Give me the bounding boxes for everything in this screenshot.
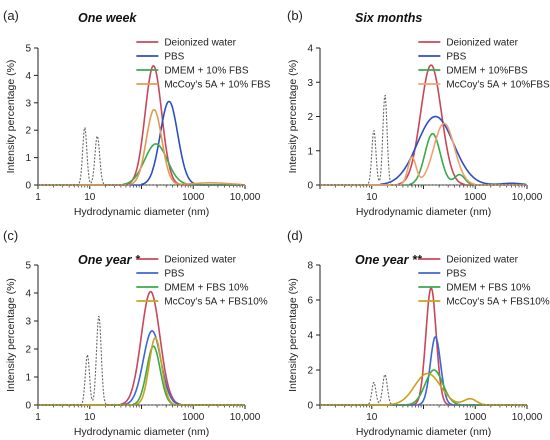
x-axis-title: Hydrodynamic diameter (nm) bbox=[74, 206, 209, 218]
y-axis-title: Intensity percentage (%) bbox=[5, 60, 17, 174]
legend-label: Deionized water bbox=[446, 38, 518, 49]
x-tick-label: 1 bbox=[35, 192, 41, 203]
y-tick-label: 6 bbox=[307, 296, 313, 307]
legend-label: McCoy's 5A + 10% FBS bbox=[164, 80, 270, 91]
legend-label: PBS bbox=[164, 269, 184, 280]
legend-label: McCoy's 5A + 10%FBS bbox=[446, 80, 550, 91]
legend-label: Deionized water bbox=[164, 255, 236, 266]
y-tick-label: 4 bbox=[25, 71, 31, 82]
y-tick-label: 4 bbox=[307, 331, 313, 342]
panel-label: (d) bbox=[287, 228, 303, 243]
reference-dotted-curve bbox=[38, 315, 245, 406]
y-tick-label: 2 bbox=[25, 126, 31, 137]
x-tick-label: 1000 bbox=[182, 192, 205, 203]
legend-label: DMEM + FBS 10% bbox=[164, 283, 248, 294]
x-tick-label: 10 bbox=[366, 192, 378, 203]
x-tick-label: 10 bbox=[84, 192, 96, 203]
y-tick-label: 4 bbox=[25, 289, 31, 300]
x-tick-label: 10,000 bbox=[512, 192, 543, 203]
y-tick-label: 3 bbox=[25, 317, 31, 328]
x-tick-label: 10 bbox=[366, 412, 378, 423]
x-tick-label: 1000 bbox=[182, 412, 205, 423]
panel-label: (c) bbox=[3, 228, 18, 243]
panel-title: One week bbox=[78, 11, 137, 25]
x-tick-label: 10,000 bbox=[512, 412, 543, 423]
y-tick-label: 1 bbox=[307, 146, 313, 157]
series-line-mccoy-s-5a-fbs10 bbox=[320, 372, 527, 406]
x-axis-title: Hydrodynamic diameter (nm) bbox=[356, 206, 491, 218]
x-tick-label: 1000 bbox=[464, 192, 487, 203]
y-tick-label: 4 bbox=[307, 44, 313, 55]
series-line-mccoy-s-5a-10-fbs bbox=[38, 108, 245, 186]
panel-title: One year * bbox=[78, 253, 141, 267]
y-tick-label: 3 bbox=[25, 98, 31, 109]
legend-label: PBS bbox=[446, 52, 466, 63]
x-axis-title: Hydrodynamic diameter (nm) bbox=[74, 426, 209, 438]
y-tick-label: 0 bbox=[25, 181, 31, 192]
x-axis-title: Hydrodynamic diameter (nm) bbox=[356, 426, 491, 438]
series-line-deionized-water bbox=[38, 290, 245, 406]
y-tick-label: 3 bbox=[307, 78, 313, 89]
legend-label: Deionized water bbox=[164, 38, 236, 49]
reference-dotted-curve bbox=[38, 127, 245, 186]
y-tick-label: 0 bbox=[307, 181, 313, 192]
chart-panel-2: (b) Six months 0 1 2 3 4 10 1000 10,000 Hydrodynam… bbox=[287, 8, 550, 218]
y-tick-label: 5 bbox=[25, 261, 31, 272]
y-tick-label: 1 bbox=[25, 373, 31, 384]
legend-label: DMEM + 10%FBS bbox=[446, 66, 528, 77]
panel-label: (b) bbox=[287, 8, 303, 23]
y-tick-label: 1 bbox=[25, 153, 31, 164]
y-tick-label: 0 bbox=[307, 401, 313, 412]
y-axis-title: Intensity percentage (%) bbox=[287, 60, 299, 174]
legend-label: PBS bbox=[164, 52, 184, 63]
series-line-dmem-10-fbs bbox=[320, 132, 527, 186]
y-tick-label: 2 bbox=[307, 112, 313, 123]
series-line-mccoy-s-5a-10-fbs bbox=[320, 122, 527, 186]
legend-label: PBS bbox=[446, 269, 466, 280]
legend-label: McCoy's 5A + FBS10% bbox=[446, 297, 549, 308]
legend-label: DMEM + 10% FBS bbox=[164, 66, 249, 77]
legend-label: McCoy's 5A + FBS10% bbox=[164, 297, 267, 308]
y-axis-title: Intensity percentage (%) bbox=[287, 278, 299, 392]
y-tick-label: 5 bbox=[25, 44, 31, 55]
panel-title: Six months bbox=[355, 11, 422, 25]
y-tick-label: 0 bbox=[25, 401, 31, 412]
panel-label: (a) bbox=[3, 8, 19, 23]
y-tick-label: 2 bbox=[25, 345, 31, 356]
y-tick-label: 8 bbox=[307, 261, 313, 272]
series-line-dmem-fbs-10 bbox=[38, 345, 245, 406]
x-tick-label: 10 bbox=[84, 412, 96, 423]
panel-title: One year ** bbox=[355, 253, 423, 267]
y-tick-label: 2 bbox=[307, 366, 313, 377]
legend-label: Deionized water bbox=[446, 255, 518, 266]
x-tick-label: 10,000 bbox=[230, 412, 261, 423]
x-tick-label: 1 bbox=[35, 412, 41, 423]
legend-label: DMEM + FBS 10% bbox=[446, 283, 530, 294]
x-tick-label: 10,000 bbox=[230, 192, 261, 203]
y-axis-title: Intensity percentage (%) bbox=[5, 278, 17, 392]
x-tick-label: 1000 bbox=[464, 412, 487, 423]
chart-panel-4: (d) One year ** 0 2 4 6 8 10 1000 10,000 Hydrodyna… bbox=[287, 228, 550, 438]
reference-dotted-curve bbox=[320, 94, 527, 186]
